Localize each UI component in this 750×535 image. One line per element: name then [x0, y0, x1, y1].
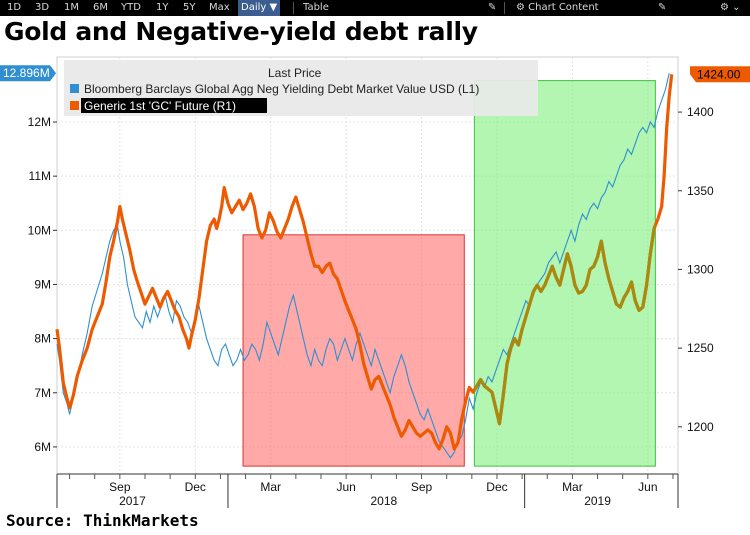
highlight-region-rally — [473, 80, 656, 467]
series-line-gold-rally — [474, 221, 656, 426]
x-axis-label: Dec — [185, 480, 206, 494]
edit-icon[interactable]: ✎ — [488, 2, 497, 13]
pencil-icon[interactable]: ✎ — [658, 2, 667, 13]
toolbar: 1D 3D 1M 6M YTD 1Y 5Y Max Daily ▼ Table … — [0, 0, 750, 16]
x-axis-label: Jun — [638, 480, 657, 494]
range-1d-button[interactable]: 1D — [7, 2, 22, 13]
range-3d-button[interactable]: 3D — [35, 2, 50, 13]
right-axis-label: 1250 — [687, 341, 714, 355]
left-axis-label: 8M — [34, 332, 51, 346]
frequency-label: Daily — [241, 2, 267, 13]
gear-icon: ⚙ — [516, 2, 525, 13]
range-5y-button[interactable]: 5Y — [183, 2, 196, 13]
year-label: 2019 — [584, 494, 611, 508]
range-1y-button[interactable]: 1Y — [156, 2, 169, 13]
chart-content-button[interactable]: ⚙ Chart Content — [516, 0, 599, 16]
headline: Gold and Negative-yield debt rally — [4, 17, 478, 46]
legend-swatch-gold — [70, 101, 79, 110]
right-axis-label: 1200 — [687, 420, 714, 434]
legend-label-gold: Generic 1st 'GC' Future (R1) — [84, 99, 236, 113]
left-axis-label: 12M — [28, 115, 51, 129]
year-label: 2017 — [119, 494, 146, 508]
right-last-value-badge — [690, 66, 750, 83]
range-1m-button[interactable]: 1M — [64, 2, 79, 13]
legend-title: Last Price — [268, 66, 322, 80]
x-axis-label: Mar — [562, 480, 583, 494]
chevron-down-icon: ▼ — [269, 2, 278, 13]
settings-gear-icon: ⚙ — [720, 2, 729, 13]
right-last-value-label: 1424.00 — [697, 67, 741, 81]
settings-menu-icon[interactable]: ⚙ ⌄ — [720, 0, 741, 16]
legend-swatch-debt — [70, 84, 79, 93]
x-axis-label: Mar — [260, 480, 281, 494]
frequency-dropdown[interactable]: Daily ▼ — [238, 0, 281, 16]
left-axis-label: 10M — [28, 223, 51, 237]
settings-chevron-icon: ⌄ — [732, 2, 741, 13]
legend-highlight-gold — [81, 98, 267, 113]
range-6m-button[interactable]: 6M — [93, 2, 108, 13]
legend-label-debt: Bloomberg Barclays Global Agg Neg Yieldi… — [84, 82, 479, 96]
range-ytd-button[interactable]: YTD — [121, 2, 141, 13]
year-label: 2018 — [370, 494, 397, 508]
left-axis-label: 6M — [34, 440, 51, 454]
left-axis-label: 9M — [34, 277, 51, 291]
left-axis-label: 7M — [34, 386, 51, 400]
right-axis-label: 1350 — [687, 184, 714, 198]
chart-content-label: Chart Content — [528, 2, 599, 13]
left-last-value-label: 12.896M — [3, 66, 50, 80]
left-last-value-badge — [0, 65, 56, 82]
table-button[interactable]: Table — [303, 2, 329, 13]
highlight-region-decline — [242, 234, 465, 467]
source-credit: Source: ThinkMarkets — [6, 511, 199, 530]
range-max-button[interactable]: Max — [209, 2, 230, 13]
x-axis-label: Sep — [109, 480, 131, 494]
x-axis-label: Jun — [336, 480, 355, 494]
x-axis-label: Sep — [411, 480, 433, 494]
left-axis-label: 11M — [29, 169, 51, 183]
x-axis-label: Dec — [486, 480, 507, 494]
right-axis-label: 1400 — [687, 105, 714, 119]
right-axis-label: 1300 — [687, 262, 714, 276]
